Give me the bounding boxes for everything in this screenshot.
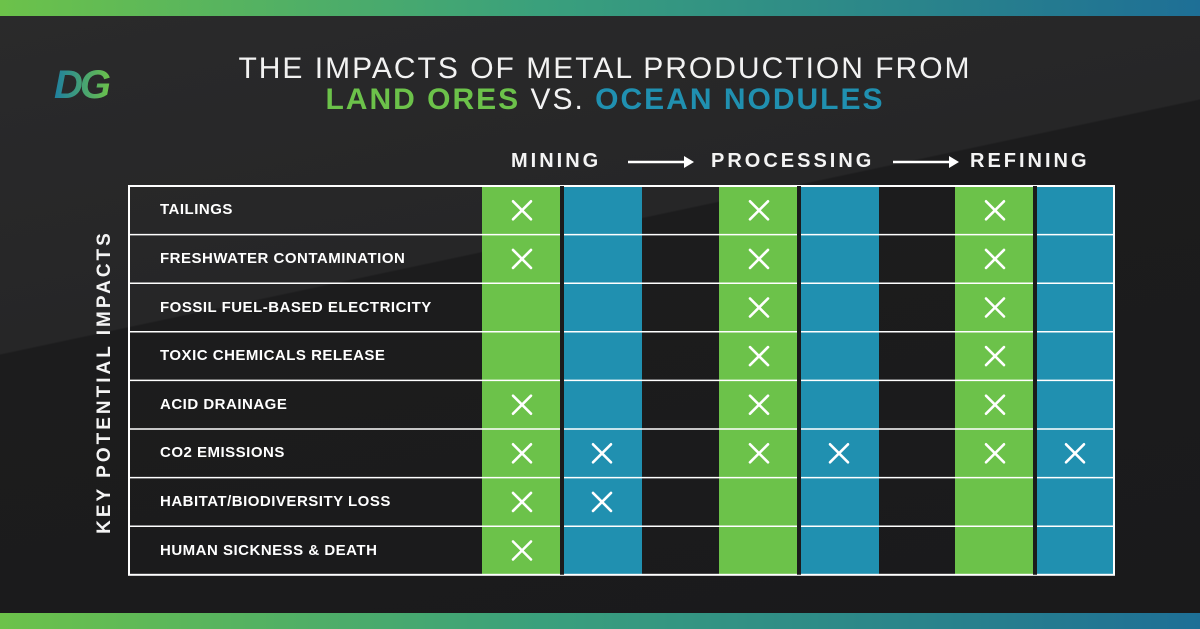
x-mark-land — [984, 200, 1006, 221]
row-label: TOXIC CHEMICALS RELEASE — [160, 347, 386, 365]
row-label: HUMAN SICKNESS & DEATH — [160, 541, 378, 559]
row-label: HABITAT/BIODIVERSITY LOSS — [160, 492, 391, 510]
x-mark-ocean — [591, 442, 613, 464]
stage-label-mining: MINING — [511, 150, 602, 172]
row-label: ACID DRAINAGE — [160, 395, 288, 413]
x-mark-land — [984, 394, 1006, 416]
x-mark-land — [511, 394, 533, 416]
row-label: TAILINGS — [160, 201, 233, 219]
x-mark-land — [748, 297, 770, 318]
x-mark-land — [984, 442, 1006, 464]
x-mark-ocean — [828, 442, 850, 464]
bottom-gradient-band — [0, 613, 1200, 629]
title-line-2: LAND ORES VS. OCEAN NODULES — [200, 83, 1010, 117]
x-mark-land — [511, 200, 533, 221]
x-mark-land — [511, 540, 533, 561]
x-mark-land — [748, 200, 770, 221]
title-line-1: THE IMPACTS OF METAL PRODUCTION FROM — [238, 52, 972, 85]
arrow-right-icon — [893, 156, 959, 168]
x-mark-land — [984, 297, 1006, 318]
dg-logo: DG — [54, 63, 113, 106]
logo-text: DG — [54, 63, 110, 106]
x-mark-land — [984, 248, 1006, 270]
stage-label-refining: REFINING — [970, 150, 1090, 172]
x-mark-ocean — [1064, 442, 1086, 464]
arrow-right-icon — [628, 156, 694, 168]
x-mark-land — [748, 345, 770, 367]
stage-label-processing: PROCESSING — [711, 150, 875, 172]
title-vs: VS. — [520, 83, 596, 116]
title-ocean-nodules: OCEAN NODULES — [595, 83, 885, 116]
title-land-ores: LAND ORES — [325, 83, 521, 116]
top-gradient-band — [0, 0, 1200, 16]
row-label: FOSSIL FUEL-BASED ELECTRICITY — [160, 298, 432, 316]
row-label: FRESHWATER CONTAMINATION — [160, 249, 406, 267]
x-mark-land — [748, 442, 770, 464]
x-mark-land — [511, 248, 533, 270]
x-mark-land — [748, 394, 770, 416]
x-mark-ocean — [591, 491, 613, 513]
x-mark-land — [511, 442, 533, 464]
x-mark-land — [748, 248, 770, 270]
x-mark-land — [511, 491, 533, 513]
x-mark-land — [984, 345, 1006, 367]
row-label: CO2 EMISSIONS — [160, 444, 285, 462]
